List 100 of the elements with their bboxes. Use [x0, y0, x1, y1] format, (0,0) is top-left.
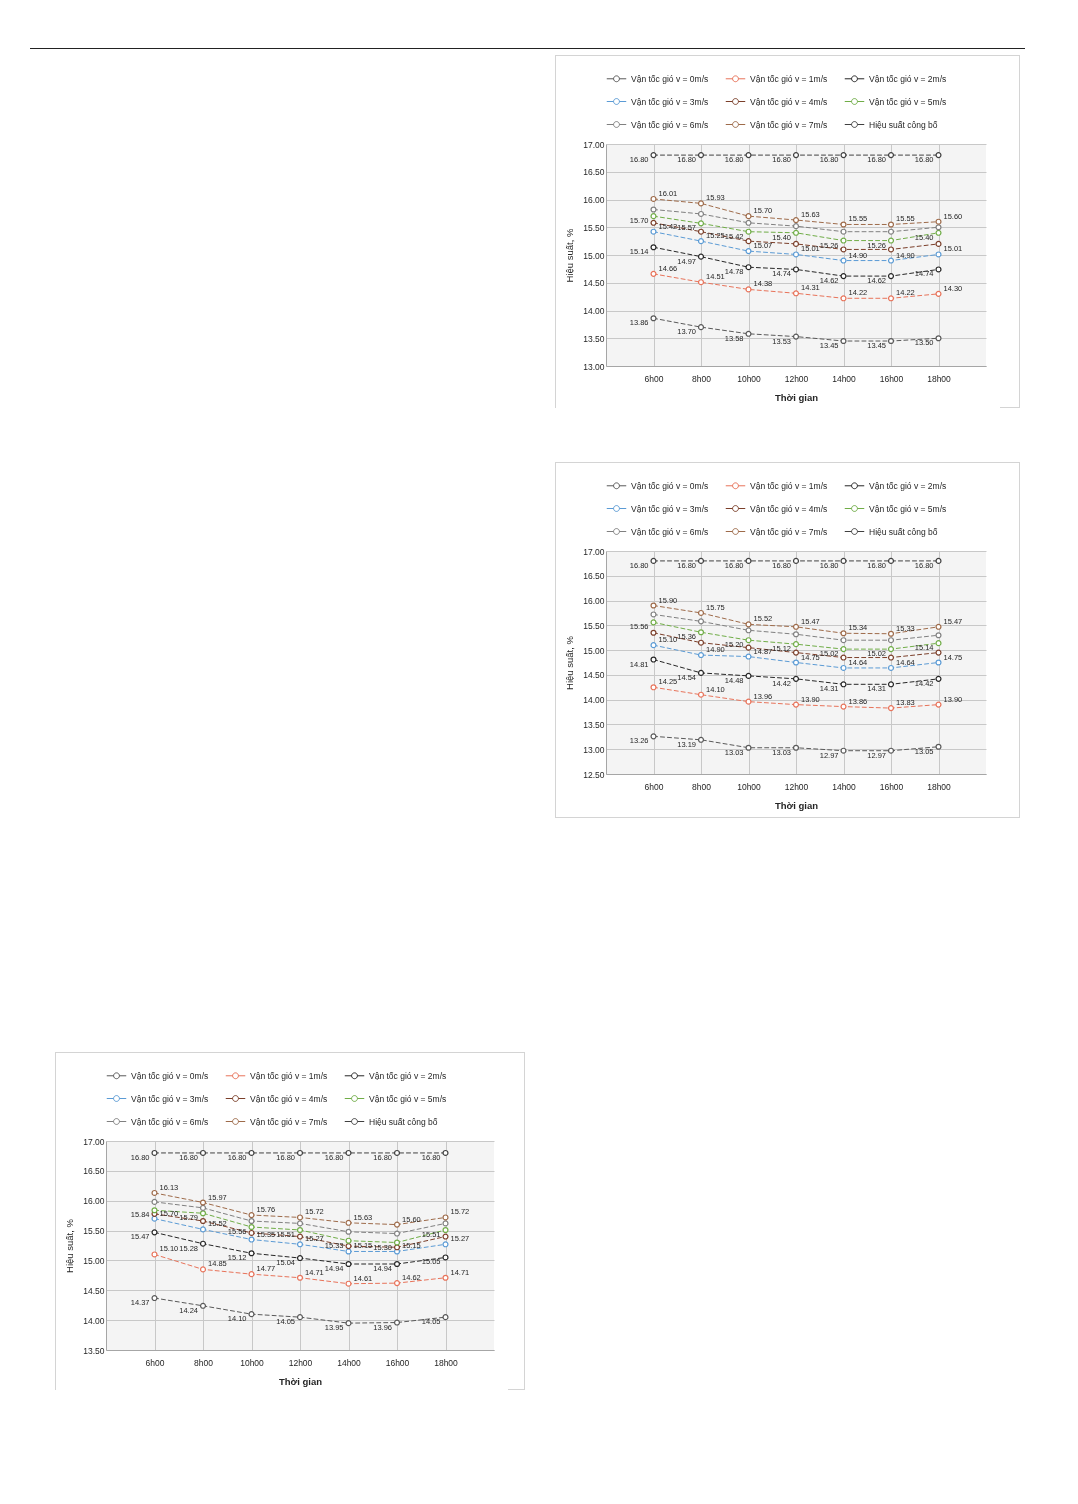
point — [151, 1229, 158, 1236]
y-tick-label: 13.00 — [583, 744, 605, 755]
x-tick-label: 8h00 — [692, 373, 712, 384]
point — [745, 213, 752, 220]
point — [345, 1260, 352, 1268]
x-tick-label: 16h00 — [879, 781, 904, 792]
point — [248, 1217, 255, 1225]
point — [296, 1226, 304, 1234]
point — [697, 609, 705, 616]
point — [745, 621, 752, 628]
point — [887, 654, 895, 661]
legend-label: Vận tốc gió v = 2m/s — [869, 480, 947, 491]
point — [935, 290, 942, 297]
x-tick-label: 18h00 — [927, 781, 952, 792]
point — [887, 557, 895, 564]
point — [792, 623, 800, 630]
point — [887, 630, 895, 637]
legend-label: Vận tốc gió v = 7m/s — [250, 1116, 328, 1127]
point — [840, 221, 847, 228]
point — [840, 681, 847, 688]
y-tick-label: 16.50 — [83, 1166, 105, 1177]
point — [650, 642, 657, 649]
point — [393, 1319, 401, 1326]
point — [840, 152, 847, 159]
point — [248, 1311, 255, 1318]
point — [887, 221, 895, 228]
y-tick-label: 15.00 — [583, 645, 605, 656]
y-tick-label: 13.50 — [583, 333, 605, 344]
point — [935, 623, 942, 630]
legend-label: Vận tốc gió v = 6m/s — [131, 1116, 209, 1127]
point — [935, 649, 942, 656]
legend-label: Vận tốc gió v = 0m/s — [631, 480, 709, 491]
y-tick-label: 16.00 — [583, 596, 605, 607]
point — [840, 747, 847, 754]
point — [697, 629, 705, 636]
point — [935, 335, 942, 342]
y-tick-label: 15.50 — [583, 222, 605, 233]
point — [199, 1302, 207, 1309]
point — [697, 228, 705, 235]
point — [792, 152, 800, 159]
point — [151, 1295, 158, 1302]
legend-label: Vận tốc gió v = 1m/s — [250, 1070, 328, 1081]
x-tick-label: 16h00 — [385, 1357, 410, 1368]
x-tick-label: 12h00 — [784, 781, 809, 792]
legend-label: Hiệu suất công bố — [869, 526, 938, 537]
point — [935, 701, 942, 708]
y-tick-label: 13.00 — [583, 361, 605, 372]
point — [792, 266, 800, 273]
y-tick-label: 14.50 — [83, 1285, 105, 1296]
legend-label: Vận tốc gió v = 4m/s — [250, 1093, 328, 1104]
x-tick-label: 18h00 — [927, 373, 952, 384]
point — [248, 1229, 255, 1236]
point — [442, 1233, 449, 1240]
point — [745, 627, 752, 634]
point — [248, 1223, 255, 1231]
legend-label: Vận tốc gió v = 6m/s — [631, 119, 709, 130]
x-tick-label: 10h00 — [737, 781, 762, 792]
point — [792, 251, 800, 258]
point — [650, 611, 657, 618]
point — [345, 1280, 352, 1287]
point — [840, 237, 847, 244]
point — [442, 1214, 449, 1221]
point — [650, 557, 657, 564]
y-tick-label: 15.00 — [583, 250, 605, 261]
point — [745, 264, 752, 271]
point — [935, 743, 942, 750]
point — [697, 220, 705, 227]
x-axis-title: Thời gian — [774, 800, 819, 811]
y-tick-label: 16.00 — [83, 1196, 105, 1207]
point — [248, 1236, 255, 1243]
point — [792, 701, 800, 708]
y-tick-label: 14.00 — [83, 1315, 105, 1326]
point — [792, 631, 800, 638]
x-tick-label: 12h00 — [784, 373, 809, 384]
point — [840, 228, 847, 235]
point — [840, 257, 847, 264]
x-tick-label: 16h00 — [879, 373, 904, 384]
x-tick-label: 10h00 — [737, 373, 762, 384]
y-tick-label: 14.00 — [583, 306, 605, 316]
point — [296, 1149, 304, 1156]
x-tick-label: 18h00 — [434, 1357, 459, 1368]
point — [840, 654, 847, 661]
point — [151, 1189, 158, 1196]
point — [745, 744, 752, 751]
point — [745, 248, 752, 255]
legend-label: Vận tốc gió v = 2m/s — [869, 73, 947, 84]
point — [650, 656, 657, 663]
legend-label: Hiệu suất công bố — [869, 119, 938, 130]
point — [935, 224, 942, 231]
legend-label: Vận tốc gió v = 7m/s — [750, 119, 828, 130]
point — [151, 1198, 158, 1205]
point — [697, 238, 705, 245]
point — [393, 1230, 401, 1237]
x-tick-label: 6h00 — [145, 1357, 165, 1368]
point — [442, 1254, 449, 1261]
point — [650, 270, 657, 277]
point — [345, 1149, 352, 1156]
point — [792, 290, 800, 297]
point — [199, 1210, 207, 1217]
point — [248, 1271, 255, 1278]
